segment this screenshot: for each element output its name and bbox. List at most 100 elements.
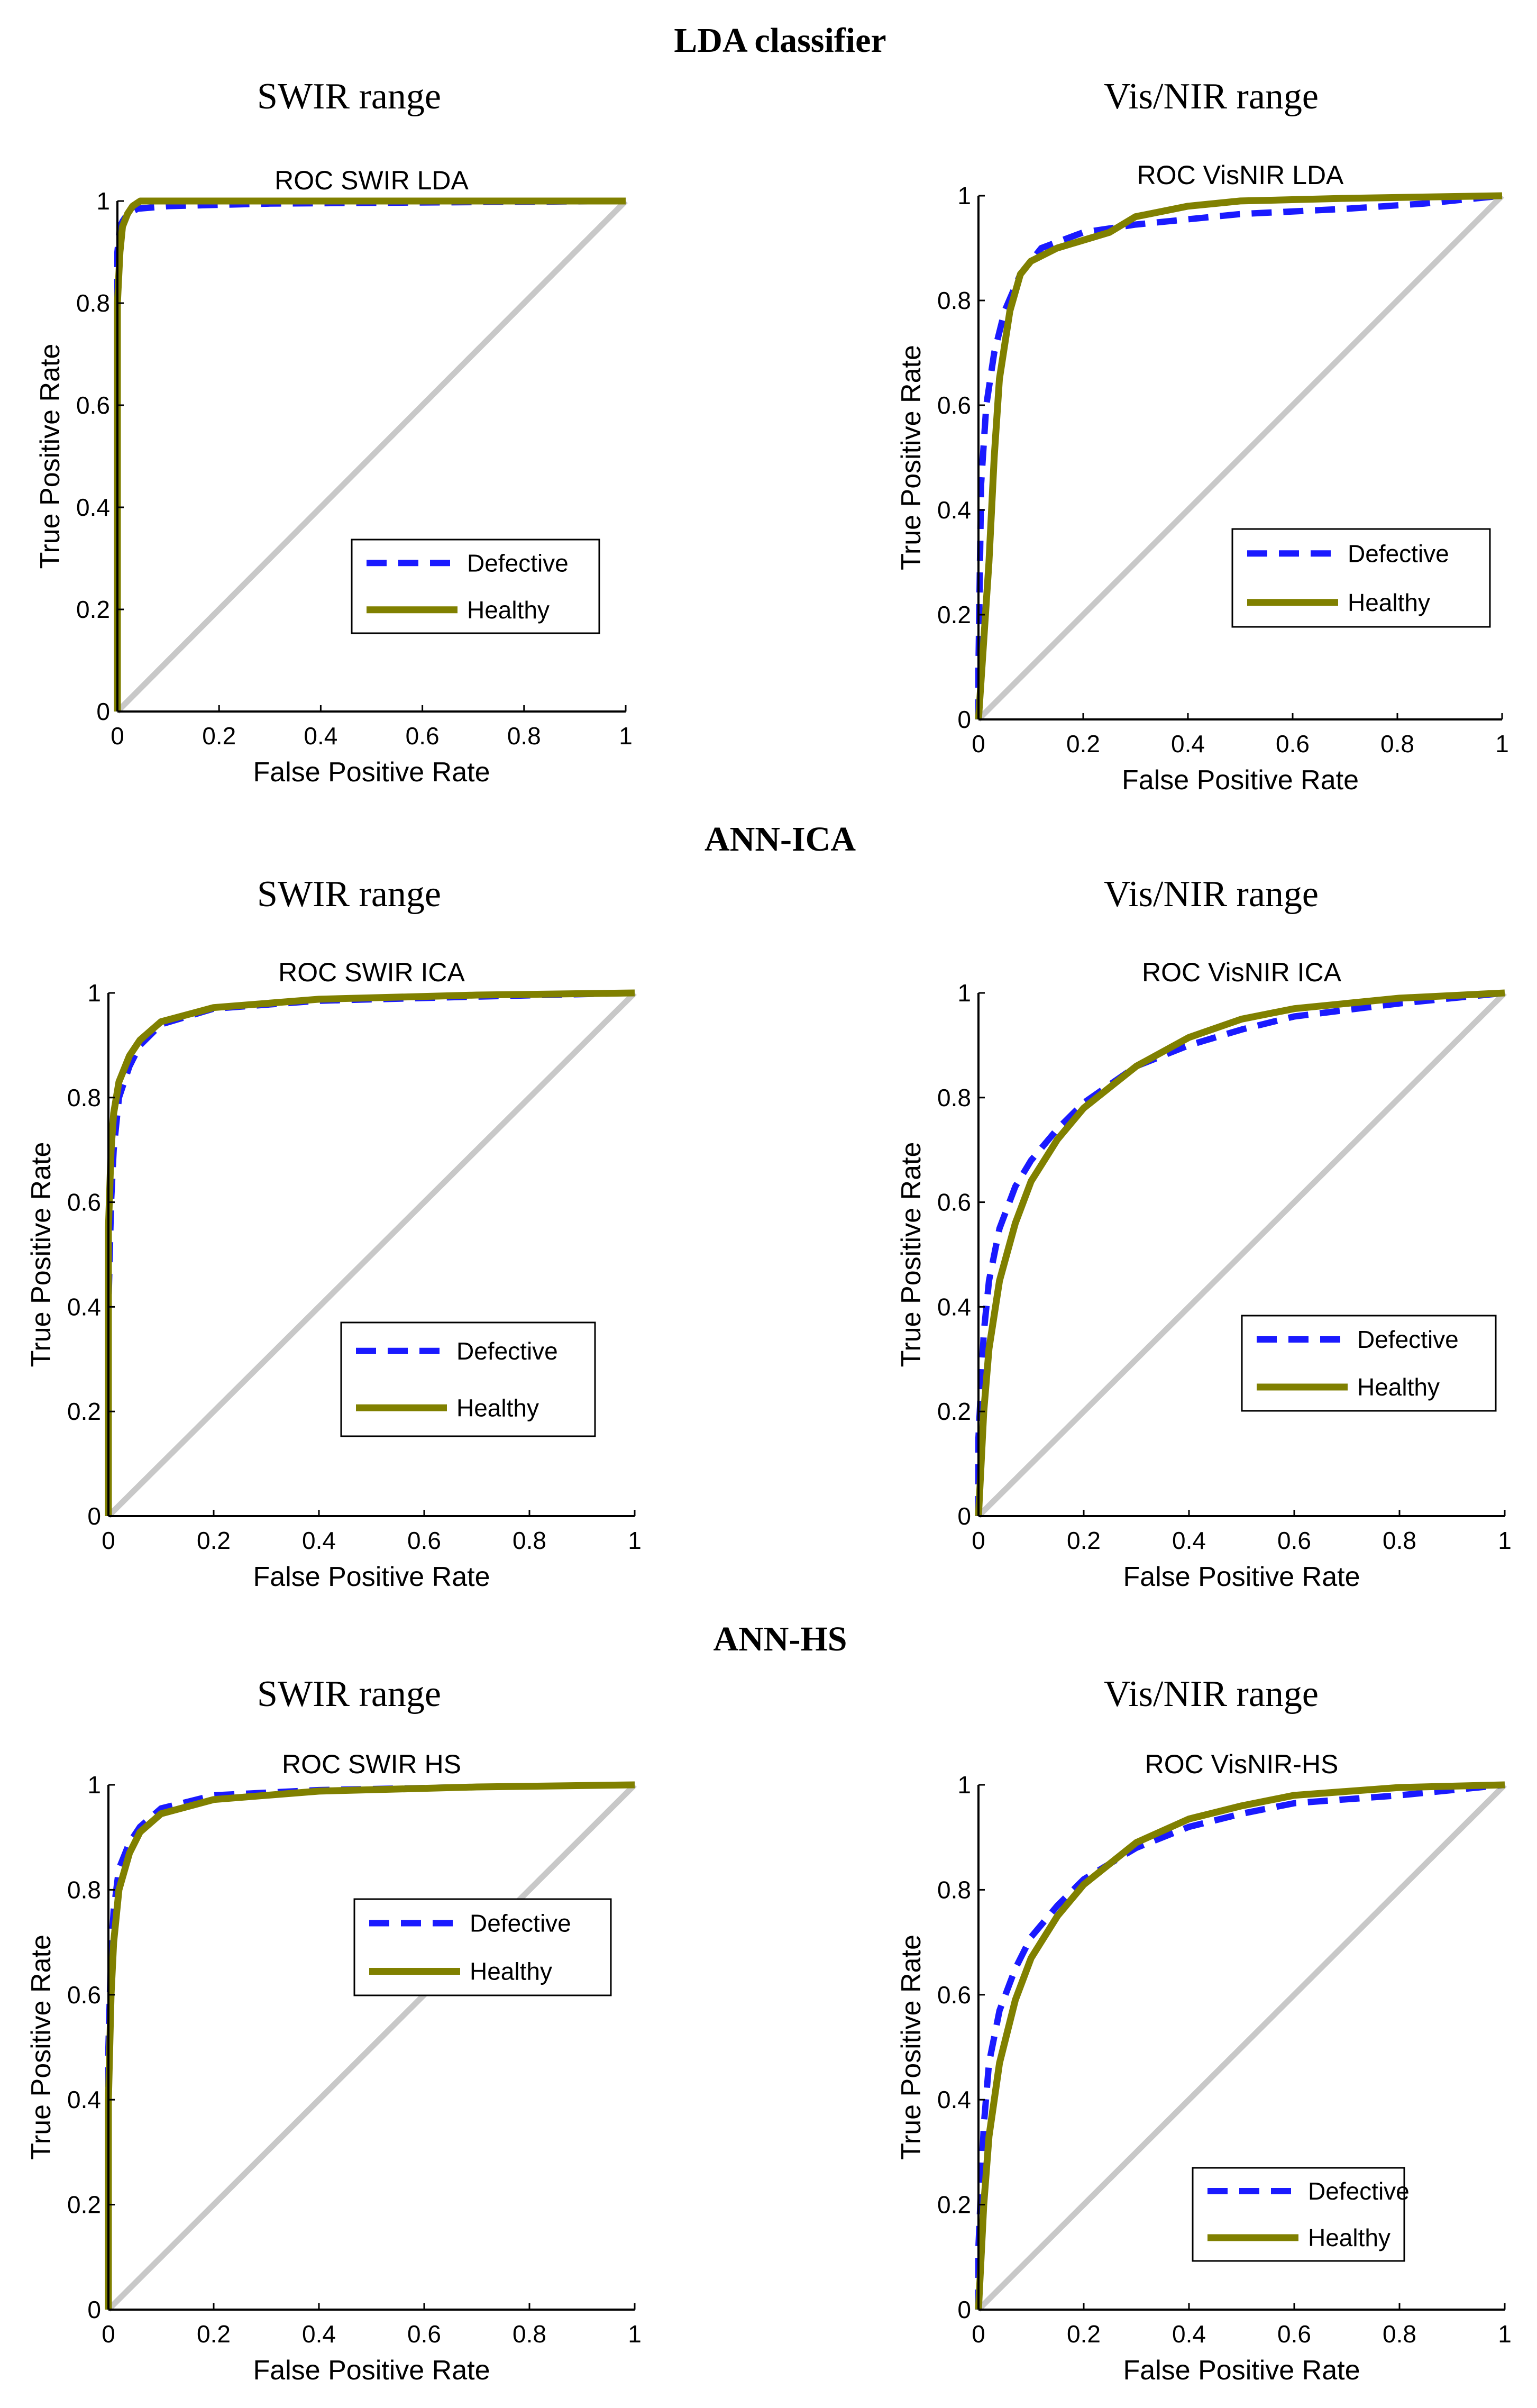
x-tick-label: 0.4 [1171, 730, 1205, 758]
x-tick-label: 0.4 [1172, 1527, 1206, 1554]
y-tick-label: 0.4 [937, 1293, 971, 1320]
y-axis-label: True Positive Rate [26, 1935, 57, 2160]
legend-box [340, 1321, 596, 1437]
y-tick-label: 0 [87, 2296, 101, 2323]
legend-box [353, 1898, 612, 1996]
chance-diagonal-line [115, 199, 628, 714]
x-tick-label: 0.4 [302, 1527, 336, 1554]
y-tick-label: 1 [96, 187, 110, 215]
y-tick-label: 0.6 [937, 391, 971, 419]
roc-line-defective [975, 193, 1503, 719]
x-tick-label: 1 [1495, 730, 1509, 758]
x-tick-label: 1 [619, 722, 633, 750]
x-tick-label: 0.6 [406, 722, 440, 750]
y-tick-label: 0.2 [937, 2191, 971, 2219]
range-label-visnir-3: Vis/NIR range [1104, 1674, 1319, 1714]
y-tick-label: 0.6 [937, 1189, 971, 1216]
legend-box [351, 539, 600, 634]
legend-label-defective: Defective [467, 549, 569, 577]
chance-diagonal-line [106, 991, 637, 1518]
y-tick-label: 0.4 [937, 496, 971, 524]
x-tick-label: 1 [628, 2320, 642, 2348]
section-title-ann-ica: ANN-ICA [705, 820, 856, 859]
y-tick-label: 0.4 [67, 2086, 101, 2113]
y-tick-label: 0 [957, 2296, 971, 2323]
y-tick-label: 1 [957, 1771, 971, 1799]
chart-title: ROC SWIR ICA [278, 957, 465, 987]
chart-title: ROC VisNIR LDA [1137, 160, 1344, 190]
roc-chart-swir-hs: ROC SWIR HS 0 0.2 0.4 0.6 0.8 1 0 0.2 0.4 0.6 0.8 1 F… [26, 1749, 642, 2386]
x-tick-label: 0.4 [302, 2320, 336, 2348]
x-tick-label: 0.8 [513, 2320, 546, 2348]
roc-chart-visnir-ica: ROC VisNIR ICA 0 0.2 0.4 0.6 0.8 1 0 0.2 0.4 0.6 0.… [896, 957, 1512, 1592]
y-tick-label: 0 [87, 1502, 101, 1530]
x-tick-label: 1 [1498, 2320, 1512, 2348]
y-axis-label: True Positive Rate [896, 345, 927, 570]
y-tick-label: 0 [96, 698, 110, 725]
legend-box [1231, 528, 1491, 628]
x-tick-label: 0.6 [407, 1527, 441, 1554]
y-tick-label: 0.4 [937, 2086, 971, 2113]
range-label-visnir-1: Vis/NIR range [1104, 76, 1319, 117]
x-tick-label: 0.8 [513, 1527, 546, 1554]
x-tick-label: 0.2 [1067, 2320, 1101, 2348]
x-axis-label: False Positive Rate [253, 2355, 490, 2386]
y-tick-label: 0.2 [67, 1398, 101, 1425]
legend-label-defective: Defective [456, 1337, 558, 1365]
legend-label-healthy: Healthy [1308, 2224, 1390, 2251]
y-tick-label: 0.8 [937, 1876, 971, 1903]
legend-box [1192, 2167, 1405, 2262]
x-tick-label: 1 [1498, 1527, 1512, 1554]
chart-title: ROC SWIR LDA [275, 166, 469, 195]
x-axis-label: False Positive Rate [1123, 2355, 1360, 2386]
x-tick-label: 0.2 [197, 1527, 231, 1554]
y-tick-label: 0.8 [67, 1084, 101, 1111]
chart-title: ROC SWIR HS [282, 1749, 461, 1779]
range-label-swir-3: SWIR range [257, 1674, 441, 1714]
y-axis-label: True Positive Rate [896, 1142, 927, 1367]
roc-chart-visnir-lda: ROC VisNIR LDA 0 0.2 0.4 0.6 0.8 1 0 0.2 0.4 0.6 0.… [896, 160, 1509, 796]
x-tick-label: 0 [102, 2320, 115, 2348]
x-tick-label: 0.2 [197, 2320, 231, 2348]
roc-line-healthy [105, 1781, 635, 2310]
y-tick-label: 0.8 [937, 1084, 971, 1111]
roc-chart-swir-lda: ROC SWIR LDA 0 0.2 0.4 0.6 0.8 1 0 0.2 0.4 0.6 0.8 1… [35, 166, 633, 788]
x-tick-label: 0.2 [1067, 1527, 1101, 1554]
y-tick-label: 0.6 [937, 1981, 971, 2009]
y-tick-label: 0.2 [67, 2191, 101, 2219]
y-tick-label: 0.8 [67, 1876, 101, 1903]
x-tick-label: 0 [972, 730, 985, 758]
x-axis-label: False Positive Rate [253, 757, 490, 788]
roc-line-healthy [975, 989, 1505, 1517]
legend-label-defective: Defective [1308, 2177, 1410, 2205]
x-tick-label: 0 [102, 1527, 115, 1554]
chance-diagonal-line [976, 991, 1507, 1518]
legend-label-healthy: Healthy [1348, 589, 1430, 616]
chance-diagonal-line [106, 1783, 637, 2312]
x-tick-label: 0.8 [1383, 1527, 1416, 1554]
y-tick-label: 0.6 [67, 1981, 101, 2009]
y-tick-label: 0.4 [67, 1293, 101, 1320]
legend-label-defective: Defective [1348, 540, 1449, 567]
y-tick-label: 0.4 [76, 494, 110, 521]
legend-label-healthy: Healthy [456, 1394, 539, 1421]
x-tick-label: 0.8 [1380, 730, 1414, 758]
x-tick-label: 0.8 [507, 722, 541, 750]
roc-line-healthy [975, 1781, 1505, 2310]
x-axis-label: False Positive Rate [1123, 1562, 1360, 1592]
chance-diagonal-line [976, 1783, 1507, 2312]
roc-chart-swir-ica: ROC SWIR ICA 0 0.2 0.4 0.6 0.8 1 0 0.2 0.4 0.6 0.8 1… [26, 957, 642, 1592]
y-tick-label: 0.2 [937, 601, 971, 628]
y-tick-label: 0.2 [76, 596, 110, 623]
y-axis-label: True Positive Rate [26, 1142, 57, 1367]
section-title-ann-hs: ANN-HS [713, 1620, 847, 1658]
x-tick-label: 0 [111, 722, 124, 750]
x-tick-label: 0.2 [202, 722, 236, 750]
legend-box [1241, 1315, 1497, 1412]
legend-label-defective: Defective [470, 1910, 571, 1937]
x-tick-label: 0 [972, 1527, 985, 1554]
roc-line-healthy [105, 989, 635, 1516]
x-tick-label: 0.6 [1276, 730, 1310, 758]
y-tick-label: 0.6 [67, 1189, 101, 1216]
